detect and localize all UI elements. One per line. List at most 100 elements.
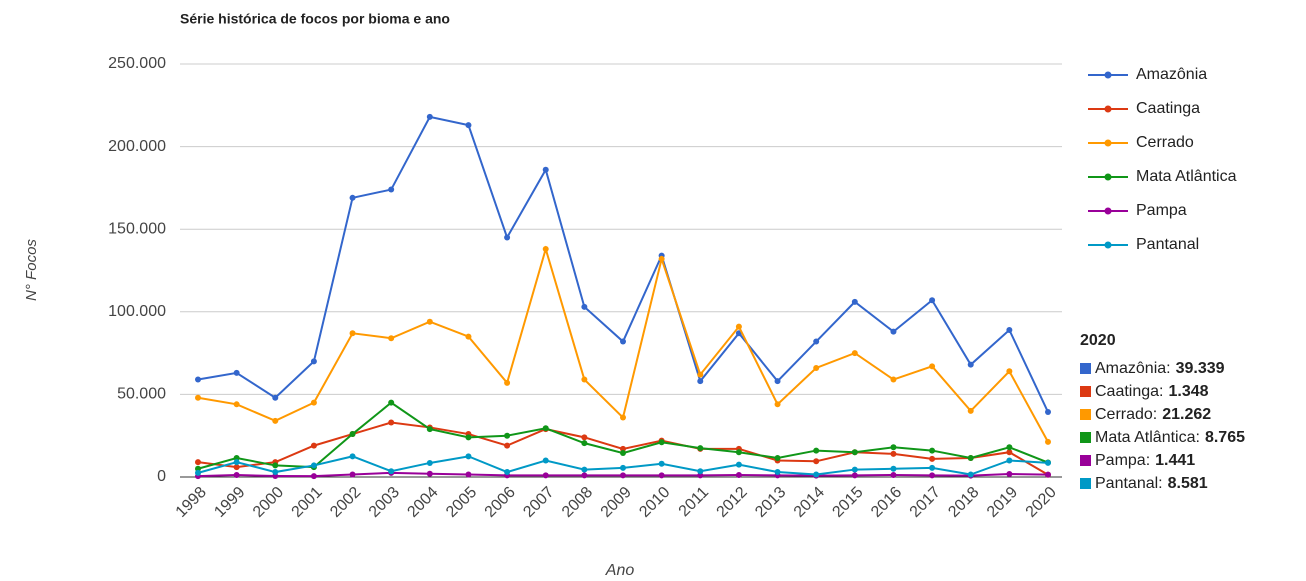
point [426,426,433,433]
point [658,460,665,467]
point [620,445,626,452]
point [851,449,858,456]
point [620,414,626,421]
x-tick-label: 2008 [559,484,596,521]
chart-title: Série histórica de focos por bioma e ano [180,11,450,27]
point [581,303,588,310]
point [1006,444,1013,451]
point [388,399,395,406]
point [465,453,472,460]
point [890,450,897,457]
point [504,469,511,476]
point [1006,471,1013,478]
tooltip-value: 39.339 [1176,360,1225,377]
tooltip-swatch [1080,432,1091,443]
x-tick-label: 2014 [791,484,828,521]
point [813,447,820,454]
point [310,462,317,469]
tooltip-label: Mata Atlântica: [1095,429,1200,446]
point [233,459,240,466]
legend-label: Mata Atlântica [1136,168,1237,185]
point [890,328,897,335]
point [774,401,781,408]
point [735,323,742,330]
point [929,455,936,462]
point [465,122,472,129]
x-tick-label: 2019 [984,484,1021,521]
point [1006,368,1013,375]
point [890,444,897,451]
point [195,465,201,472]
point [349,431,356,438]
point [620,450,626,457]
legend-label: Pantanal [1136,236,1199,253]
point [542,472,549,479]
tooltip-label: Pampa: [1095,452,1150,469]
tooltip-swatch [1080,455,1091,466]
point [851,350,858,357]
point [1045,459,1051,466]
point [349,471,356,478]
x-tick-label: 2010 [636,484,673,521]
point [658,255,665,262]
point [388,468,395,475]
point [890,472,897,479]
x-tick-label: 2015 [829,484,866,521]
tooltip-label: Pantanal: [1095,475,1163,492]
point [504,234,511,241]
y-tick-label: 250.000 [108,55,166,72]
legend-swatch-dot [1104,71,1112,79]
x-tick-label: 2009 [598,484,635,521]
tooltip-item: Pantanal: 8.581 [1095,475,1208,492]
point [929,464,936,471]
point [504,442,511,449]
point [697,472,704,479]
x-tick-label: 2005 [443,484,480,521]
y-tick-label: 50.000 [117,386,166,403]
point [195,376,201,383]
tooltip-item: Mata Atlântica: 8.765 [1095,429,1245,446]
point [1006,326,1013,333]
y-tick-label: 100.000 [108,303,166,320]
point [349,194,356,201]
y-axis-label: N° Focos [23,239,40,301]
point [542,166,549,173]
x-tick-label: 2013 [752,484,789,521]
line [197,115,1049,413]
point [272,462,279,469]
point [233,369,240,376]
x-tick-label: 1998 [173,484,210,521]
point [233,455,240,462]
tooltip-item: Cerrado: 21.262 [1095,406,1211,423]
point [310,358,317,365]
tooltip-swatch [1080,363,1091,374]
point [697,468,704,475]
x-tick-label: 2011 [676,484,712,520]
tooltip-item: Caatinga: 1.348 [1095,383,1209,400]
point [195,469,201,476]
legend-label: Cerrado [1136,134,1194,151]
point [735,449,742,456]
legend-swatch-dot [1104,207,1112,215]
point [813,338,820,345]
point [697,445,704,452]
point [310,442,317,449]
tooltip-label: Cerrado: [1095,406,1157,423]
x-tick-label: 2020 [1023,484,1060,521]
point [272,469,279,476]
x-tick-label: 2000 [250,484,287,521]
point [581,466,588,473]
point [890,465,897,472]
point [426,470,433,477]
x-tick-label: 2018 [945,484,982,521]
line [197,401,1049,470]
tooltip-value: 1.441 [1155,452,1195,469]
point [851,298,858,305]
point [581,472,588,479]
y-tick-label: 150.000 [108,220,166,237]
point [272,417,279,424]
x-tick-label: 2017 [907,484,944,521]
tooltip-label: Amazônia: [1095,360,1171,377]
point [929,472,936,479]
point [426,459,433,466]
